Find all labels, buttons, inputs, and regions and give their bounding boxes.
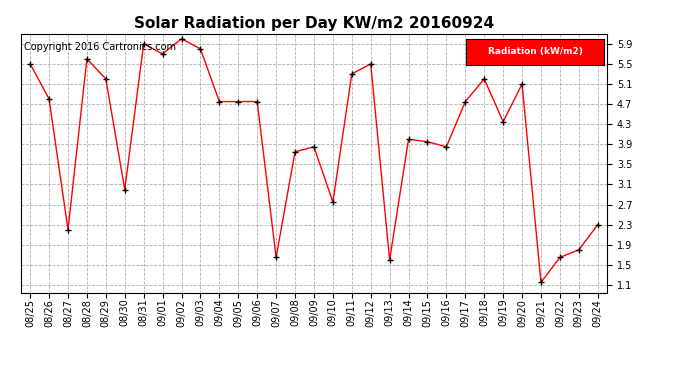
Title: Solar Radiation per Day KW/m2 20160924: Solar Radiation per Day KW/m2 20160924 [134, 16, 494, 31]
Text: Copyright 2016 Cartronics.com: Copyright 2016 Cartronics.com [23, 42, 176, 51]
